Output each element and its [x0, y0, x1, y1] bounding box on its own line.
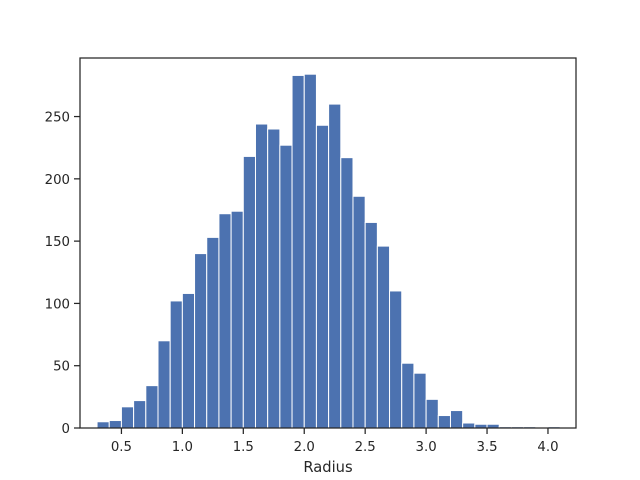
y-tick-label: 50 — [53, 360, 70, 375]
y-axis-ticks: 0 50 100 150 200 250 — [45, 111, 80, 437]
histogram-bar — [364, 221, 378, 429]
histogram-bar — [437, 415, 451, 429]
histogram-bar — [218, 213, 232, 429]
histogram-bar — [120, 406, 135, 429]
plot-area-frame — [79, 57, 577, 429]
histogram-bar — [279, 144, 293, 429]
x-tick-label: 3.0 — [416, 440, 437, 455]
x-tick-label: 4.0 — [537, 440, 558, 455]
histogram-bars — [96, 73, 561, 429]
histogram-bar — [254, 123, 269, 429]
histogram-bar — [340, 157, 354, 429]
histogram-bar — [449, 410, 464, 429]
histogram-bar — [169, 300, 183, 429]
x-axis-ticks: 0.5 1.0 1.5 2.0 2.5 3.0 3.5 4.0 — [111, 428, 559, 455]
x-tick-label: 0.5 — [111, 440, 132, 455]
histogram-bar — [352, 195, 366, 429]
histogram-bar — [242, 155, 256, 429]
histogram-bar — [230, 210, 244, 429]
histogram-bar — [462, 422, 476, 429]
histogram-bar — [133, 400, 147, 429]
histogram-bar — [425, 398, 439, 429]
x-tick-label: 1.5 — [233, 440, 254, 455]
histogram-bar — [108, 420, 122, 429]
histogram-bar — [157, 340, 171, 429]
histogram-bar — [145, 385, 159, 429]
x-tick-label: 1.0 — [172, 440, 193, 455]
x-tick-label: 3.5 — [476, 440, 497, 455]
y-tick-label: 250 — [45, 111, 70, 126]
histogram-bar — [206, 236, 220, 429]
y-tick-label: 0 — [62, 422, 70, 437]
histogram-bar — [194, 253, 208, 429]
y-tick-label: 150 — [45, 235, 70, 250]
x-axis-label: Radius — [303, 459, 352, 476]
histogram-bar — [401, 362, 415, 429]
histogram-bar — [181, 292, 196, 429]
histogram-bar — [96, 421, 110, 429]
histogram-bar — [389, 290, 403, 429]
x-tick-label: 2.0 — [294, 440, 315, 455]
histogram-bar — [328, 103, 342, 429]
histogram-bar — [303, 73, 317, 429]
histogram-bar — [291, 74, 305, 429]
histogram-bar — [315, 124, 330, 429]
y-tick-label: 100 — [45, 297, 70, 312]
x-tick-label: 2.5 — [355, 440, 376, 455]
y-tick-label: 200 — [45, 173, 70, 188]
histogram-bar — [267, 128, 281, 429]
histogram-bar — [413, 372, 427, 429]
histogram-bar — [376, 245, 391, 429]
